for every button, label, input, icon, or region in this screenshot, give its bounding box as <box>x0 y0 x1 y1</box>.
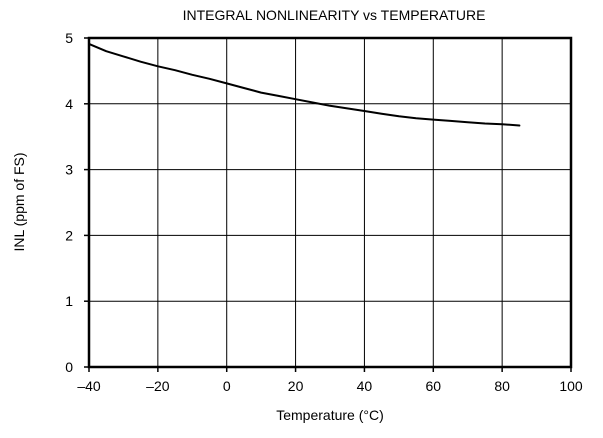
x-tick-label-1: –20 <box>146 378 170 394</box>
x-tick-label-2: 0 <box>223 378 231 394</box>
x-tick-label-5: 60 <box>425 378 441 394</box>
x-tick-label-7: 100 <box>559 378 583 394</box>
x-tick-label-6: 80 <box>494 378 510 394</box>
x-tick-label-0: –40 <box>77 378 101 394</box>
frame-layer <box>84 36 573 372</box>
y-tick-label-5: 5 <box>65 30 73 46</box>
x-tick-label-3: 20 <box>288 378 304 394</box>
x-tick-label-4: 40 <box>357 378 373 394</box>
x-axis-label: Temperature (°C) <box>276 407 384 423</box>
y-tick-label-0: 0 <box>65 359 73 375</box>
y-tick-label-4: 4 <box>65 96 73 112</box>
y-tick-label-1: 1 <box>65 293 73 309</box>
series-layer <box>88 42 521 127</box>
series-line-0 <box>88 42 521 127</box>
y-tick-label-2: 2 <box>65 227 73 243</box>
y-axis-label: INL (ppm of FS) <box>11 152 27 251</box>
tick-label-layer: –40 –20 0 20 40 60 80 100 0 1 2 3 4 5 <box>65 30 583 394</box>
chart-title: INTEGRAL NONLINEARITY vs TEMPERATURE <box>183 7 486 23</box>
grid-layer <box>89 38 571 367</box>
plot-frame <box>87 36 573 369</box>
y-tick-label-3: 3 <box>65 162 73 178</box>
